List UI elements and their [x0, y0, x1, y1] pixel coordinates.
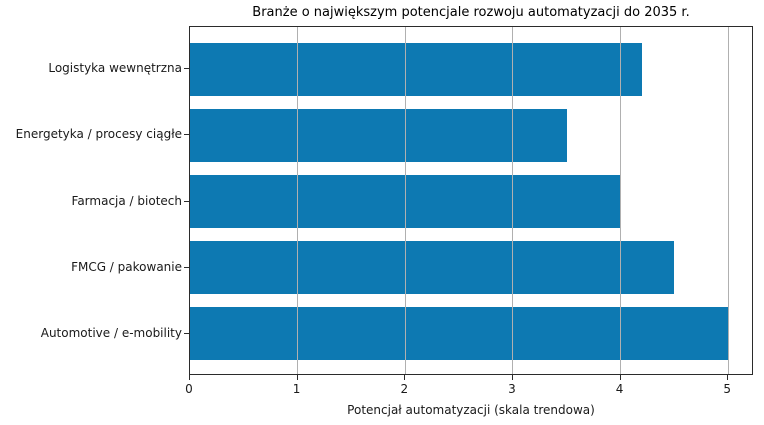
bar-2 — [190, 108, 567, 162]
y-tick-label: Energetyka / procesy ciągłe — [15, 127, 182, 142]
plot-area — [189, 26, 753, 375]
x-tick-label: 1 — [292, 382, 301, 396]
y-tick-mark — [184, 200, 189, 202]
x-tick-mark — [511, 375, 513, 380]
chart-title: Branże o największym potencjale rozwoju … — [252, 5, 690, 20]
y-tick-label: Logistyka wewnętrzna — [48, 61, 182, 76]
y-tick-label: Farmacja / biotech — [71, 193, 182, 208]
x-tick-label: 4 — [615, 382, 624, 396]
x-tick-mark — [189, 375, 190, 380]
x-tick-mark — [404, 375, 406, 380]
y-tick-mark — [184, 266, 189, 268]
gridline-x-2 — [404, 27, 406, 374]
x-tick-label: 2 — [400, 382, 409, 396]
bar-5 — [190, 307, 729, 361]
x-axis-label: Potencjał automatyzacji (skala trendowa) — [347, 403, 595, 417]
x-tick-mark — [296, 375, 298, 380]
bar-1 — [190, 42, 643, 96]
x-tick-label: 3 — [508, 382, 516, 396]
gridline-x-1 — [297, 27, 299, 374]
gridline-x-5 — [727, 27, 729, 374]
y-tick-mark — [184, 134, 189, 136]
y-tick-mark — [184, 332, 189, 334]
y-tick-mark — [184, 68, 189, 70]
y-tick-label: Automotive / e-mobility — [40, 325, 182, 340]
x-tick-mark — [727, 375, 729, 380]
bar-4 — [190, 241, 675, 295]
x-tick-label: 0 — [185, 382, 193, 396]
gridline-x-3 — [512, 27, 514, 374]
gridline-x-4 — [620, 27, 622, 374]
x-tick-mark — [619, 375, 621, 380]
y-tick-label: FMCG / pakowanie — [71, 259, 182, 274]
x-tick-label: 5 — [723, 382, 731, 396]
